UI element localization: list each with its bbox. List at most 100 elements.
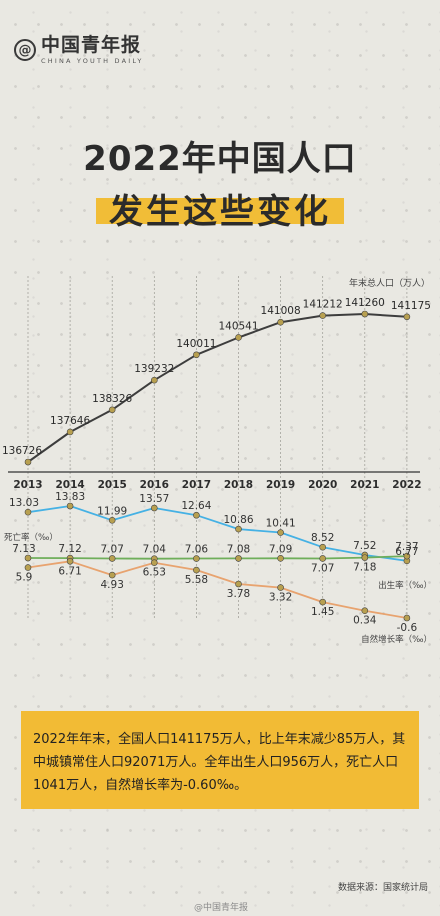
birth-point-2018 <box>235 525 242 533</box>
birth-label-2015: 11.99 <box>97 505 127 517</box>
population-point-2014 <box>66 428 74 436</box>
brand-logo-group: @ 中国青年报 CHINA YOUTH DAILY <box>14 36 144 65</box>
brand-name-en: CHINA YOUTH DAILY <box>41 57 144 65</box>
at-logo-icon: @ <box>14 39 36 62</box>
birth-point-2020 <box>319 543 327 551</box>
growth-point-2021 <box>361 607 369 615</box>
death-label-2021: 7.18 <box>353 562 376 574</box>
x-tick-label-2014: 2014 <box>55 479 84 491</box>
growth-series-name: 自然增长率（‰） <box>361 634 432 645</box>
death-label-2014: 7.12 <box>58 543 81 555</box>
death-point-2019 <box>277 555 284 562</box>
death-label-2019: 7.09 <box>269 543 292 555</box>
growth-point-2017 <box>193 566 200 574</box>
population-series-line <box>27 313 407 463</box>
growth-point-2014 <box>66 557 74 565</box>
x-tick-label-2021: 2021 <box>350 479 379 491</box>
growth-label-2014: 6.71 <box>58 565 81 577</box>
population-label-2016: 139232 <box>134 363 174 375</box>
population-label-2020: 141212 <box>303 299 343 311</box>
birth-label-2018: 10.86 <box>223 514 253 526</box>
watermark: @中国青年报 <box>194 903 249 913</box>
death-label-2017: 7.06 <box>185 544 209 556</box>
growth-label-2021: 0.34 <box>353 615 377 627</box>
birth-point-2019 <box>277 529 284 536</box>
death-point-2015 <box>108 555 116 562</box>
page-title-line2: 发生这些变化 <box>109 192 331 232</box>
growth-point-2015 <box>108 571 116 579</box>
population-point-2020 <box>319 312 327 319</box>
birth-point-2015 <box>108 516 116 524</box>
summary-box: 2022年年末，全国人口141175万人，比上年末减少85万人，其中城镇常住人口… <box>21 711 419 809</box>
population-point-2019 <box>277 318 284 326</box>
population-point-2018 <box>235 334 242 341</box>
death-label-2015: 7.07 <box>101 543 124 555</box>
birth-point-2013 <box>24 508 32 516</box>
growth-label-2016: 6.53 <box>143 567 166 579</box>
x-tick-label-2022: 2022 <box>392 479 421 491</box>
population-point-2016 <box>151 376 158 384</box>
summary-text: 2022年年末，全国人口141175万人，比上年末减少85万人，其中城镇常住人口… <box>33 732 406 793</box>
growth-point-2018 <box>235 580 242 588</box>
growth-label-2022: -0.6 <box>397 622 418 634</box>
growth-point-2020 <box>319 598 327 606</box>
growth-label-2015: 4.93 <box>101 579 124 591</box>
population-label-2022: 141175 <box>391 300 431 312</box>
birth-point-2014 <box>66 502 74 510</box>
brand-name: 中国青年报 <box>41 34 142 56</box>
x-tick-label-2016: 2016 <box>140 479 169 491</box>
birth-point-2016 <box>151 504 158 512</box>
birth-label-2014: 13.83 <box>55 491 85 503</box>
growth-label-2020: 1.45 <box>311 606 334 618</box>
x-tick-label-2019: 2019 <box>266 479 295 491</box>
birth-point-2017 <box>193 511 200 519</box>
population-point-2015 <box>108 406 116 414</box>
data-source: 数据来源：国家统计局 <box>337 883 428 893</box>
population-series-name: 年末总人口（万人） <box>349 277 430 289</box>
death-label-2020: 7.07 <box>311 562 334 574</box>
birth-series-name: 出生率（‰） <box>378 580 432 591</box>
x-tick-label-2020: 2020 <box>308 479 337 491</box>
growth-label-2019: 3.32 <box>269 592 292 604</box>
population-label-2019: 141008 <box>261 305 301 317</box>
growth-point-2016 <box>151 559 158 566</box>
death-label-2016: 7.04 <box>143 544 167 556</box>
death-point-2013 <box>24 554 32 562</box>
population-label-2015: 138326 <box>92 393 132 405</box>
growth-point-2019 <box>277 584 284 591</box>
birth-series-line <box>27 505 408 562</box>
birth-label-2017: 12.64 <box>181 500 211 512</box>
page-title-line1: 2022年中国人口 <box>83 139 357 179</box>
growth-series-line <box>27 560 408 619</box>
death-series-line <box>27 555 407 560</box>
population-label-2013: 136726 <box>2 445 42 457</box>
population-label-2018: 140541 <box>218 320 258 332</box>
growth-label-2018: 3.78 <box>227 588 250 600</box>
birth-label-2019: 10.41 <box>266 518 296 530</box>
x-tick-label-2018: 2018 <box>224 479 253 491</box>
population-label-2014: 137646 <box>50 415 90 427</box>
x-tick-label-2013: 2013 <box>13 479 42 491</box>
death-point-2022 <box>403 552 411 560</box>
title-highlight-bar <box>96 198 344 224</box>
x-tick-label-2015: 2015 <box>98 479 127 491</box>
birth-label-2016: 13.57 <box>139 493 169 505</box>
population-label-2017: 140011 <box>176 338 216 350</box>
death-label-2013: 7.13 <box>12 543 35 555</box>
growth-point-2013 <box>24 564 32 571</box>
x-tick-label-2017: 2017 <box>182 479 211 491</box>
death-series-name: 死亡率（‰） <box>4 532 58 543</box>
population-point-2021 <box>361 310 369 318</box>
growth-label-2013: 5.9 <box>16 572 33 584</box>
population-label-2021: 141260 <box>345 297 385 309</box>
birth-label-2013: 13.03 <box>9 497 39 509</box>
death-label-2022: 7.37 <box>395 541 418 553</box>
birth-label-2021: 7.52 <box>353 540 376 552</box>
death-label-2018: 7.08 <box>227 543 250 555</box>
death-point-2017 <box>193 555 200 562</box>
growth-label-2017: 5.58 <box>185 574 208 586</box>
death-point-2021 <box>361 554 369 561</box>
population-point-2013 <box>24 458 32 466</box>
birth-label-2022: 6.77 <box>395 546 418 558</box>
population-chart: 2013 2014 2015 2016 2017 2018 2019 2020 2021 2022… <box>2 276 432 645</box>
